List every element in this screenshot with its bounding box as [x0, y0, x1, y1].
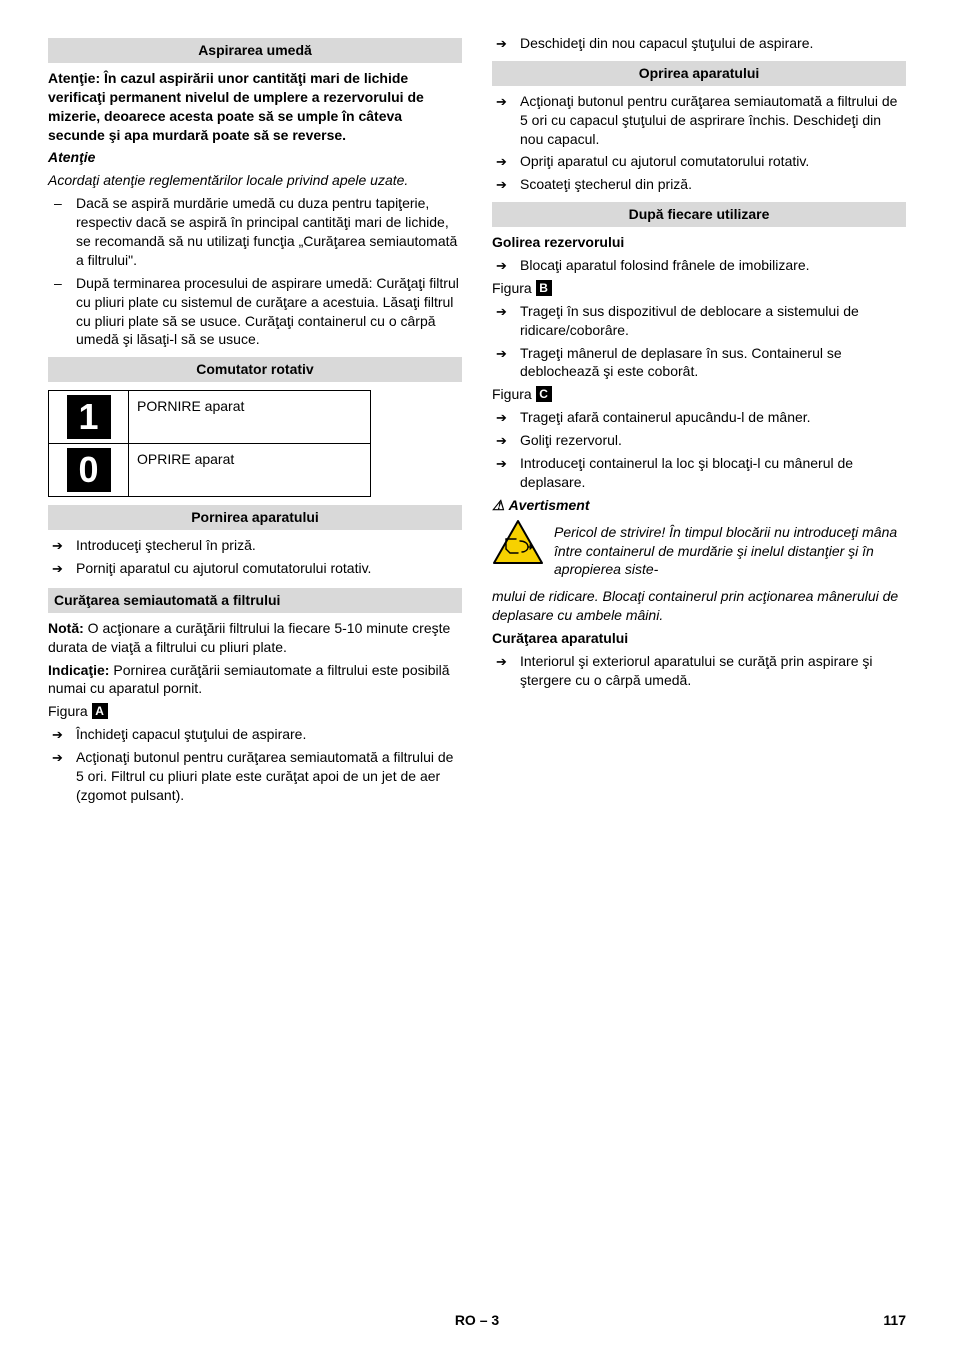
- list-item: Introduceţi containerul la loc şi blocaţ…: [492, 454, 906, 492]
- warning-triangle-icon: [492, 519, 544, 570]
- heading-pornirea: Pornirea aparatului: [48, 505, 462, 530]
- page-footer: RO – 3 117: [0, 1311, 954, 1330]
- two-column-layout: Aspirarea umedă Atenţie: În cazul aspiră…: [48, 30, 906, 809]
- letter-b-icon: B: [536, 280, 552, 296]
- symbol-cell-off: 0: [49, 444, 129, 497]
- off-icon: 0: [67, 448, 111, 492]
- page-number: 117: [883, 1311, 906, 1330]
- heading-comutator: Comutator rotativ: [48, 357, 462, 382]
- left-column: Aspirarea umedă Atenţie: În cazul aspiră…: [48, 30, 462, 809]
- list-item: Trageţi în sus dispozitivul de deblocare…: [492, 302, 906, 340]
- golirea-heading: Golirea rezervorului: [492, 233, 906, 252]
- arrow-list-top: Deschideţi din nou capacul ştuţului de a…: [492, 34, 906, 53]
- warning-row: Pericol de strivire! În timpul blocării …: [492, 519, 906, 584]
- arrow-list-golirea: Blocaţi aparatul folosind frânele de imo…: [492, 256, 906, 275]
- letter-c-icon: C: [536, 386, 552, 402]
- list-item: Blocaţi aparatul folosind frânele de imo…: [492, 256, 906, 275]
- list-item: Acţionaţi butonul pentru curăţarea semia…: [492, 92, 906, 149]
- avertisment-cont: mului de ridicare. Blocaţi containerul p…: [492, 587, 906, 625]
- figura-a-pre: Figura: [48, 703, 92, 719]
- nota-label: Notă:: [48, 620, 84, 636]
- table-row: 0 OPRIRE aparat: [49, 444, 371, 497]
- heading-aspirarea: Aspirarea umedă: [48, 38, 462, 63]
- indicatie-text: Pornirea curăţării semiautomate a filtru…: [48, 662, 450, 697]
- list-item: Scoateţi ştecherul din priză.: [492, 175, 906, 194]
- warning-paragraph: Atenţie: În cazul aspirării unor cantită…: [48, 69, 462, 145]
- attention-text: Acordaţi atenţie reglementărilor locale …: [48, 171, 462, 190]
- switch-table: 1 PORNIRE aparat 0 OPRIRE aparat: [48, 390, 371, 497]
- list-item: Goliţi rezervorul.: [492, 431, 906, 450]
- footer-center: RO – 3: [455, 1311, 499, 1330]
- arrow-list-curat: Închideţi capacul ştuţului de aspirare. …: [48, 725, 462, 805]
- arrow-list-c: Trageţi afară containerul apucându-l de …: [492, 408, 906, 492]
- figura-a-line: Figura A: [48, 702, 462, 721]
- list-item: Trageţi mânerul de deplasare în sus. Con…: [492, 344, 906, 382]
- avertisment-label: Avertisment: [492, 496, 906, 515]
- avertisment-inline: Pericol de strivire! În timpul blocării …: [554, 523, 906, 580]
- right-column: Deschideţi din nou capacul ştuţului de a…: [492, 30, 906, 809]
- on-icon: 1: [67, 395, 111, 439]
- symbol-cell-on: 1: [49, 391, 129, 444]
- heading-oprirea: Oprirea aparatului: [492, 61, 906, 86]
- dash-item: După terminarea procesului de aspirare u…: [48, 274, 462, 350]
- heading-curatarea-filtru: Curăţarea semiautomată a filtrului: [48, 588, 462, 613]
- arrow-list-pornirea: Introduceţi ştecherul în priză. Porniţi …: [48, 536, 462, 578]
- figura-c-line: Figura C: [492, 385, 906, 404]
- nota-text: O acţionare a curăţării filtrului la fie…: [48, 620, 450, 655]
- list-item: Opriţi aparatul cu ajutorul comutatorulu…: [492, 152, 906, 171]
- dash-list: Dacă se aspiră murdărie umedă cu duza pe…: [48, 194, 462, 349]
- arrow-list-oprirea: Acţionaţi butonul pentru curăţarea semia…: [492, 92, 906, 194]
- list-item: Închideţi capacul ştuţului de aspirare.: [48, 725, 462, 744]
- list-item: Introduceţi ştecherul în priză.: [48, 536, 462, 555]
- switch-off-text: OPRIRE aparat: [129, 444, 371, 497]
- list-item: Deschideţi din nou capacul ştuţului de a…: [492, 34, 906, 53]
- attention-label: Atenţie: [48, 148, 462, 167]
- figura-b-pre: Figura: [492, 280, 536, 296]
- table-row: 1 PORNIRE aparat: [49, 391, 371, 444]
- arrow-list-b: Trageţi în sus dispozitivul de deblocare…: [492, 302, 906, 382]
- list-item: Porniţi aparatul cu ajutorul comutatorul…: [48, 559, 462, 578]
- curatarea-ap-heading: Curăţarea aparatului: [492, 629, 906, 648]
- indicatie-paragraph: Indicaţie: Pornirea curăţării semiautoma…: [48, 661, 462, 699]
- arrow-list-curat-ap: Interiorul şi exteriorul aparatului se c…: [492, 652, 906, 690]
- list-item: Acţionaţi butonul pentru curăţarea semia…: [48, 748, 462, 805]
- switch-on-text: PORNIRE aparat: [129, 391, 371, 444]
- list-item: Trageţi afară containerul apucându-l de …: [492, 408, 906, 427]
- nota-paragraph: Notă: O acţionare a curăţării filtrului …: [48, 619, 462, 657]
- figura-b-line: Figura B: [492, 279, 906, 298]
- heading-dupa: După fiecare utilizare: [492, 202, 906, 227]
- dash-item: Dacă se aspiră murdărie umedă cu duza pe…: [48, 194, 462, 270]
- letter-a-icon: A: [92, 703, 108, 719]
- figura-c-pre: Figura: [492, 386, 536, 402]
- list-item: Interiorul şi exteriorul aparatului se c…: [492, 652, 906, 690]
- indicatie-label: Indicaţie:: [48, 662, 109, 678]
